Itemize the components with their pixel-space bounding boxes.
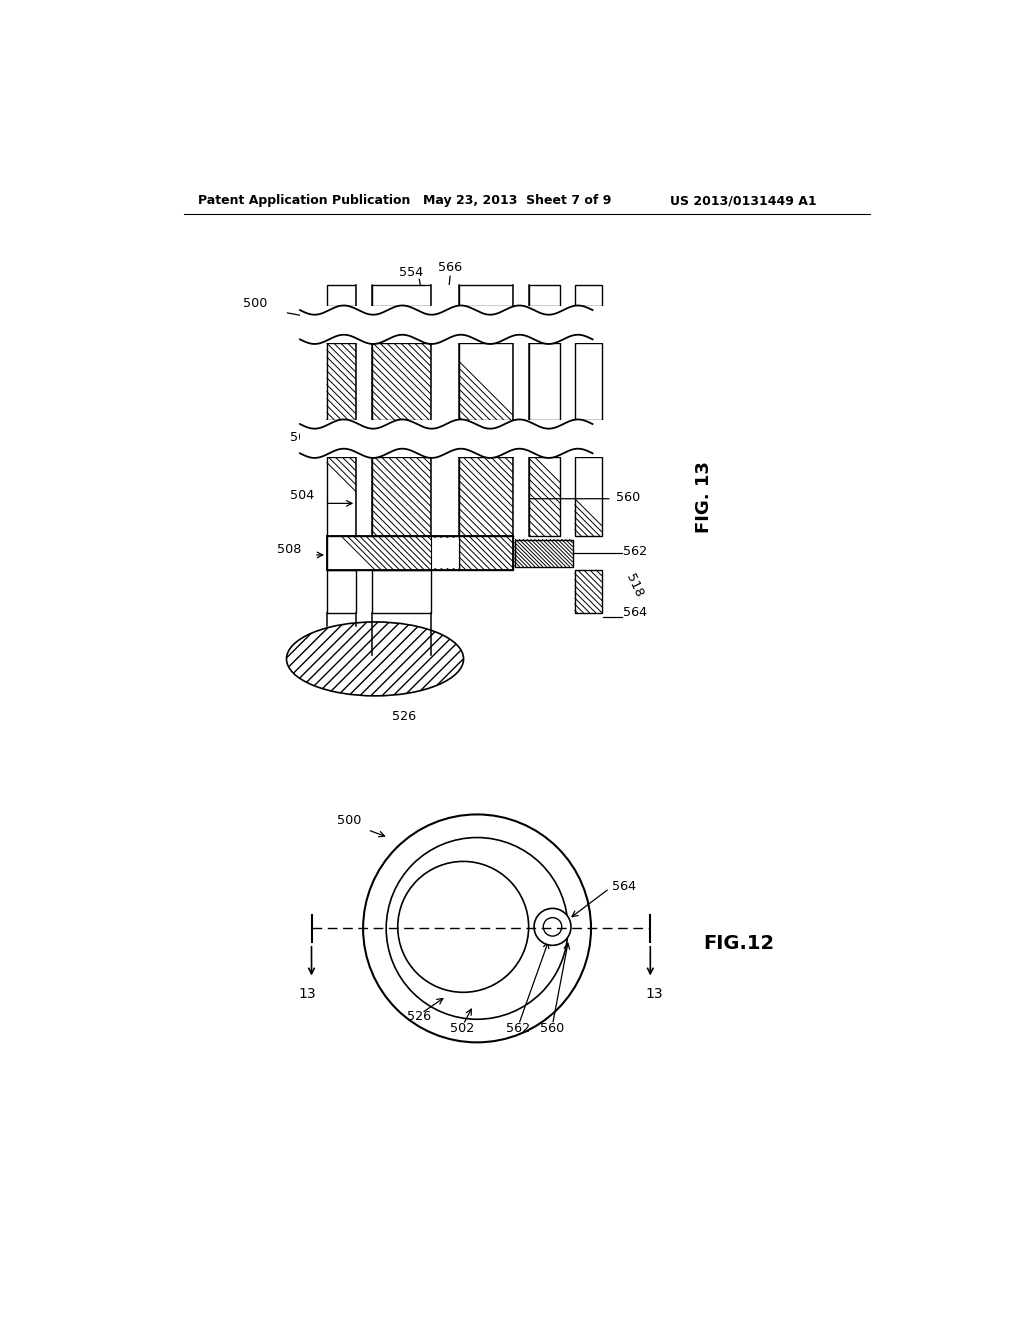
Text: 502: 502 xyxy=(450,1022,474,1035)
Bar xyxy=(431,285,460,306)
Bar xyxy=(574,285,602,306)
Bar xyxy=(513,285,529,306)
Text: 500: 500 xyxy=(337,814,361,828)
Bar xyxy=(431,457,460,536)
Bar xyxy=(515,540,572,566)
Text: US 2013/0131449 A1: US 2013/0131449 A1 xyxy=(670,194,816,207)
Text: 564: 564 xyxy=(624,606,647,619)
Bar xyxy=(372,457,431,536)
Bar xyxy=(529,457,560,536)
Text: Patent Application Publication: Patent Application Publication xyxy=(199,194,411,207)
Circle shape xyxy=(535,908,571,945)
Bar xyxy=(431,343,460,420)
Text: 526: 526 xyxy=(408,1010,431,1023)
Text: 504: 504 xyxy=(290,490,313,502)
Bar xyxy=(327,343,356,420)
Bar xyxy=(300,306,631,343)
Text: 13: 13 xyxy=(645,987,663,1001)
Bar xyxy=(327,570,356,612)
Text: 554: 554 xyxy=(399,265,424,279)
Text: 560: 560 xyxy=(541,1022,564,1035)
Text: FIG. 13: FIG. 13 xyxy=(695,461,713,533)
Bar xyxy=(460,343,513,420)
Bar xyxy=(460,457,513,536)
Circle shape xyxy=(386,837,568,1019)
Bar xyxy=(574,457,602,536)
Bar xyxy=(327,285,356,306)
Text: 13: 13 xyxy=(299,987,316,1001)
Text: 506: 506 xyxy=(334,334,357,347)
Bar xyxy=(372,285,431,306)
Bar xyxy=(327,457,356,536)
Bar xyxy=(571,306,605,343)
Bar xyxy=(372,570,431,612)
Text: FIG.12: FIG.12 xyxy=(703,935,774,953)
Text: 500: 500 xyxy=(244,297,267,310)
Bar xyxy=(356,457,372,536)
Bar xyxy=(574,570,602,612)
Bar xyxy=(356,285,372,306)
Bar xyxy=(460,285,513,306)
Text: 560: 560 xyxy=(615,491,640,504)
Bar xyxy=(356,343,372,420)
Text: May 23, 2013  Sheet 7 of 9: May 23, 2013 Sheet 7 of 9 xyxy=(423,194,611,207)
Ellipse shape xyxy=(287,622,464,696)
Bar xyxy=(513,343,529,420)
Bar xyxy=(513,457,529,536)
Bar xyxy=(300,420,631,457)
Bar xyxy=(431,539,460,568)
Text: 526: 526 xyxy=(392,710,416,723)
Bar xyxy=(574,343,602,420)
Text: 564: 564 xyxy=(611,879,636,892)
Circle shape xyxy=(364,814,591,1043)
Text: 562: 562 xyxy=(624,545,647,557)
Text: 518: 518 xyxy=(624,572,645,599)
Bar xyxy=(529,285,560,306)
Bar xyxy=(372,343,431,420)
Text: 502: 502 xyxy=(290,430,313,444)
Bar xyxy=(327,536,460,570)
Text: 562: 562 xyxy=(506,1022,530,1035)
Text: 508: 508 xyxy=(278,543,301,556)
Circle shape xyxy=(397,862,528,993)
Bar xyxy=(529,343,560,420)
Bar xyxy=(460,536,513,570)
Bar xyxy=(571,420,605,457)
Circle shape xyxy=(544,917,562,936)
Text: 566: 566 xyxy=(438,261,462,275)
